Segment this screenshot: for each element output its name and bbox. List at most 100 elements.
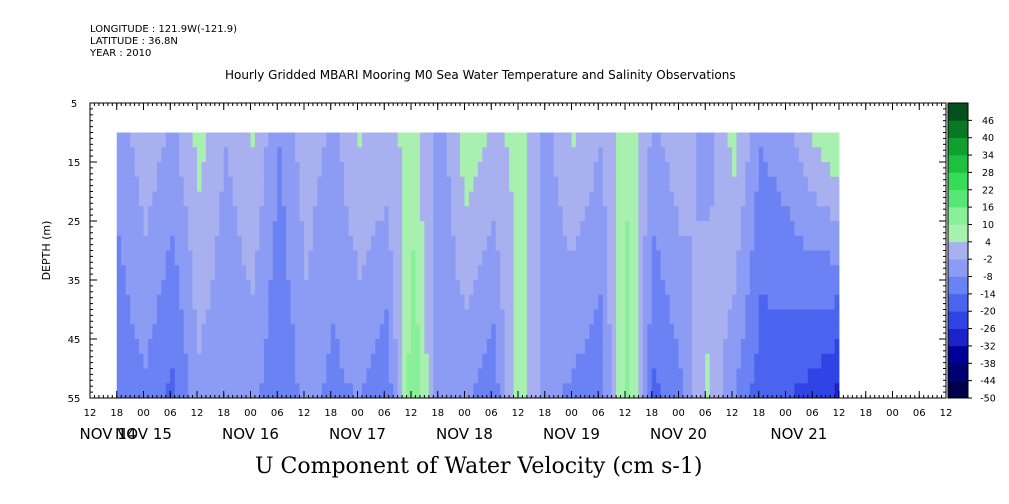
heatmap-cell [674,162,679,178]
heatmap-cell [165,383,171,399]
heatmap-cell [419,265,425,281]
heatmap-cell [130,324,135,340]
heatmap-cell [464,294,470,310]
heatmap-cell [397,147,403,163]
heatmap-cell [393,324,399,340]
heatmap-cell [625,206,630,222]
heatmap-cell [232,221,238,237]
heatmap-cell [642,147,648,163]
heatmap-cell [535,221,541,237]
heatmap-cell [665,265,670,281]
heatmap-cell [789,294,795,310]
heatmap-cell [339,309,345,325]
heatmap-cell [335,147,341,163]
heatmap-cell [674,353,679,369]
heatmap-cell [705,324,711,340]
heatmap-cell [286,294,292,310]
heatmap-cell [500,206,506,222]
heatmap-cell [736,324,742,340]
heatmap-cell [442,383,448,399]
heatmap-cell [656,280,662,296]
heatmap-cell [575,206,581,222]
heatmap-cell [723,221,728,237]
heatmap-cell [379,324,385,340]
heatmap-cell [781,383,786,399]
heatmap-cell [437,235,443,251]
heatmap-cell [633,250,639,266]
heatmap-cell [446,206,452,222]
heatmap-cell [259,353,265,369]
heatmap-cell [130,250,135,266]
heatmap-cell [312,280,318,296]
heatmap-cell [219,147,225,163]
heatmap-cell [406,294,412,310]
heatmap-cell [647,265,653,281]
heatmap-cell [473,324,479,340]
heatmap-cell [687,221,693,237]
heatmap-cell [393,147,399,163]
heatmap-cell [732,353,737,369]
heatmap-cell [785,250,791,266]
heatmap-cell [562,162,568,178]
heatmap-cell [789,368,795,384]
heatmap-cell [633,132,639,148]
heatmap-cell [223,339,229,355]
heatmap-cell [156,339,162,355]
heatmap-cell [495,280,501,296]
heatmap-cell [188,324,193,340]
heatmap-cell [531,368,537,384]
heatmap-cell [464,132,470,148]
heatmap-cell [295,235,300,251]
heatmap-cell [370,162,376,178]
heatmap-cell [312,324,318,340]
heatmap-cell [629,383,635,399]
heatmap-cell [767,353,773,369]
heatmap-cell [321,147,327,163]
heatmap-cell [451,324,456,340]
heatmap-cell [531,265,537,281]
heatmap-cell [125,132,131,148]
heatmap-cell [277,353,283,369]
x-tick-label: 06 [699,408,712,419]
heatmap-cell [526,294,532,310]
heatmap-cell [116,324,122,340]
heatmap-cell [486,324,492,340]
heatmap-cell [165,250,171,266]
heatmap-cell [321,353,327,369]
heatmap-cell [290,206,296,222]
heatmap-cell [121,383,127,399]
heatmap-cell [214,353,220,369]
heatmap-cell [156,294,162,310]
heatmap-cell [584,235,590,251]
heatmap-cell [647,132,653,148]
heatmap-cell [526,147,532,163]
heatmap-cell [798,147,804,163]
heatmap-cell [460,324,465,340]
heatmap-cell [821,191,827,207]
heatmap-cell [696,339,702,355]
heatmap-cell [495,132,501,148]
heatmap-cell [549,353,555,369]
heatmap-cell [286,147,292,163]
heatmap-cell [152,280,158,296]
heatmap-cell [116,368,122,384]
heatmap-cell [584,162,590,178]
heatmap-cell [754,294,760,310]
heatmap-cell [522,265,528,281]
heatmap-cell [598,176,604,192]
heatmap-cell [263,339,269,355]
heatmap-cell [130,132,135,148]
heatmap-cell [428,309,434,325]
heatmap-cell [794,309,800,325]
heatmap-cell [228,383,234,399]
heatmap-cell [571,206,577,222]
heatmap-cell [611,294,617,310]
heatmap-cell [482,132,488,148]
heatmap-cell [411,265,416,281]
heatmap-cell [575,235,581,251]
heatmap-cell [321,324,327,340]
heatmap-cell [263,280,269,296]
heatmap-cell [754,280,760,296]
heatmap-cell [593,250,599,266]
